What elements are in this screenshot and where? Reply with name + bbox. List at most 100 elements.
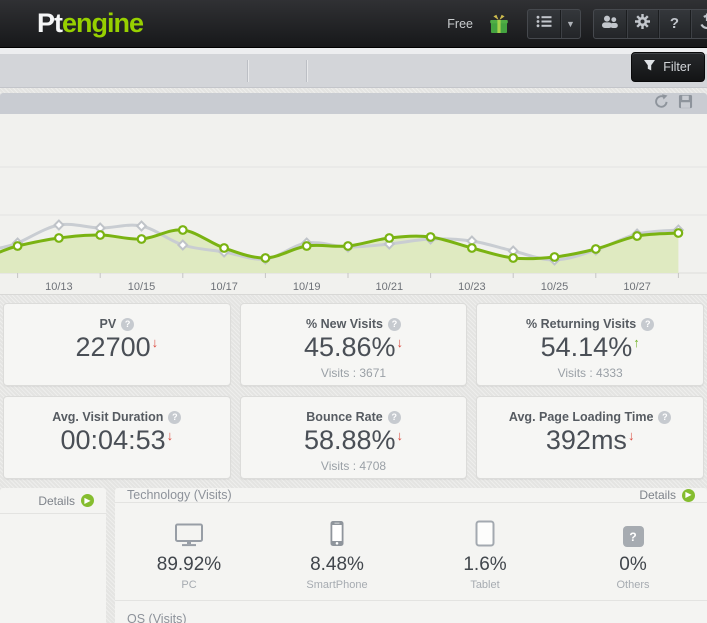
svg-text:10/13: 10/13	[45, 281, 73, 293]
kpi-subtext: Visits : 3671	[320, 365, 387, 380]
tech-value: 0%	[619, 554, 647, 575]
kpi-subtext: Visits : 4708	[320, 458, 387, 473]
trend-arrow-icon: ↑	[633, 335, 640, 350]
kpi-title-row: % Returning Visits ?	[526, 317, 655, 331]
kpi-value: 54.14%↑	[541, 332, 640, 363]
funnel-icon	[643, 59, 656, 75]
help-badge-icon[interactable]: ?	[121, 317, 135, 331]
kpi-grid: PV ? 22700↓ % New Visits ? 45.86%↓ Visit…	[3, 303, 704, 479]
app-header: Ptengine Free	[0, 0, 707, 48]
help-badge-icon[interactable]: ?	[658, 410, 672, 424]
logout-button[interactable]	[690, 9, 707, 38]
kpi-value-text: 00:04:53	[60, 425, 166, 455]
settings-button[interactable]	[626, 9, 658, 38]
svg-text:10/25: 10/25	[541, 281, 569, 293]
tech-value: 8.48%	[310, 554, 364, 575]
trend-arrow-icon: ↓	[166, 428, 174, 443]
tech-item-pc: 89.92% PC	[115, 517, 263, 591]
smartphone-icon	[329, 517, 345, 547]
help-badge-icon[interactable]: ?	[168, 410, 182, 424]
kpi-card[interactable]: % Returning Visits ? 54.14%↑ Visits : 43…	[476, 303, 704, 386]
os-panel-header: OS (Visits)	[115, 601, 707, 623]
kpi-card[interactable]: Avg. Page Loading Time ? 392ms↓	[476, 396, 704, 479]
logo-engine: engine	[62, 8, 144, 38]
kpi-title-row: Avg. Page Loading Time ?	[509, 410, 672, 424]
power-icon	[698, 12, 707, 35]
header-actions: Free	[447, 8, 707, 39]
save-button[interactable]	[676, 94, 694, 113]
technology-details-button[interactable]: Details ▶	[639, 488, 695, 502]
users-icon	[601, 15, 620, 33]
account-menu-group: ?	[593, 8, 707, 39]
help-badge-icon[interactable]: ?	[387, 317, 401, 331]
logo-pt: Pt	[37, 8, 63, 38]
caret-down-icon: ▼	[566, 18, 575, 29]
technology-panel: Technology (Visits) Details ▶ 89.92	[115, 488, 707, 623]
kpi-title: % Returning Visits	[526, 317, 637, 331]
details-arrow-icon: ▶	[682, 488, 695, 502]
tech-value: 89.92%	[156, 554, 222, 575]
tech-item-tablet: 1.6% Tablet	[411, 517, 559, 591]
kpi-value: 22700↓	[76, 332, 159, 363]
kpi-card[interactable]: % New Visits ? 45.86%↓ Visits : 3671	[239, 303, 468, 386]
svg-text:10/17: 10/17	[210, 281, 238, 293]
gift-icon[interactable]	[488, 13, 510, 35]
kpi-value: 58.88%↓	[303, 425, 404, 456]
refresh-button[interactable]	[652, 94, 670, 113]
left-panel-header: Details ▶	[0, 488, 106, 514]
tech-label: SmartPhone	[306, 579, 368, 591]
gear-icon	[634, 13, 651, 35]
users-button[interactable]	[594, 10, 626, 38]
kpi-value: 00:04:53↓	[60, 425, 174, 456]
report-toolbar: Filter	[0, 48, 707, 121]
plan-badge: Free	[447, 16, 473, 31]
visits-trend-chart[interactable]: 10/13 10/15 10/17 10/19 10/21 10/23 10/25 10/27	[0, 114, 707, 295]
tech-item-others: ? 0% Others	[559, 517, 707, 591]
details-arrow-icon: ▶	[81, 494, 94, 507]
breakdown-section: Details ▶ Technology (Visits) Details ▶	[0, 488, 707, 623]
kpi-card[interactable]: Avg. Visit Duration ? 00:04:53↓	[3, 396, 231, 479]
tech-label: PC	[181, 579, 197, 591]
others-icon: ?	[622, 517, 644, 547]
pc-icon	[174, 517, 204, 547]
kpi-value-text: 45.86%	[303, 332, 396, 362]
tech-value: 1.6%	[463, 554, 507, 575]
help-badge-icon[interactable]: ?	[387, 410, 401, 424]
kpi-subtext: Visits : 4333	[557, 365, 623, 380]
filter-button[interactable]: Filter	[631, 52, 705, 82]
kpi-value: 392ms↓	[546, 425, 635, 456]
visits-trend-chart-panel: 10/13 10/15 10/17 10/19 10/21 10/23 10/25 10/27	[0, 114, 707, 295]
trend-arrow-icon: ↓	[396, 428, 404, 443]
technology-panel-title: Technology (Visits)	[127, 488, 232, 502]
technology-details-label: Details	[639, 488, 676, 502]
kpi-title: % New Visits	[306, 317, 383, 331]
chart-panel-header	[0, 93, 707, 114]
tech-label: Tablet	[470, 579, 500, 591]
report-list-dropdown-button[interactable]: ▼	[560, 9, 580, 38]
tech-item-smartphone: 8.48% SmartPhone	[263, 517, 411, 591]
kpi-title: PV	[99, 317, 117, 331]
help-badge-icon[interactable]: ?	[641, 317, 655, 331]
kpi-title: Bounce Rate	[306, 410, 383, 424]
kpi-title-row: PV ?	[99, 317, 135, 331]
help-icon: ?	[669, 15, 680, 32]
trend-arrow-icon: ↓	[396, 335, 404, 350]
tablet-icon	[475, 517, 495, 547]
tech-label: Others	[616, 579, 650, 591]
kpi-value-text: 58.88%	[303, 425, 396, 455]
svg-text:10/19: 10/19	[293, 281, 321, 293]
technology-stats-row: 89.92% PC 8.48% SmartPhone	[115, 503, 707, 601]
kpi-title-row: % New Visits ?	[306, 317, 401, 331]
report-list-button[interactable]	[528, 10, 560, 38]
help-button[interactable]: ?	[658, 9, 690, 38]
ptengine-logo[interactable]: Ptengine	[37, 8, 144, 38]
kpi-card[interactable]: Bounce Rate ? 58.88%↓ Visits : 4708	[239, 396, 468, 479]
reports-menu-group: ▼	[527, 8, 581, 39]
left-breakdown-panel: Details ▶	[0, 488, 106, 623]
kpi-value: 45.86%↓	[303, 332, 404, 363]
toolbar-separator	[306, 60, 307, 82]
left-details-button[interactable]: Details ▶	[38, 494, 94, 508]
kpi-title-row: Bounce Rate ?	[306, 410, 401, 424]
kpi-card[interactable]: PV ? 22700↓	[3, 303, 231, 386]
